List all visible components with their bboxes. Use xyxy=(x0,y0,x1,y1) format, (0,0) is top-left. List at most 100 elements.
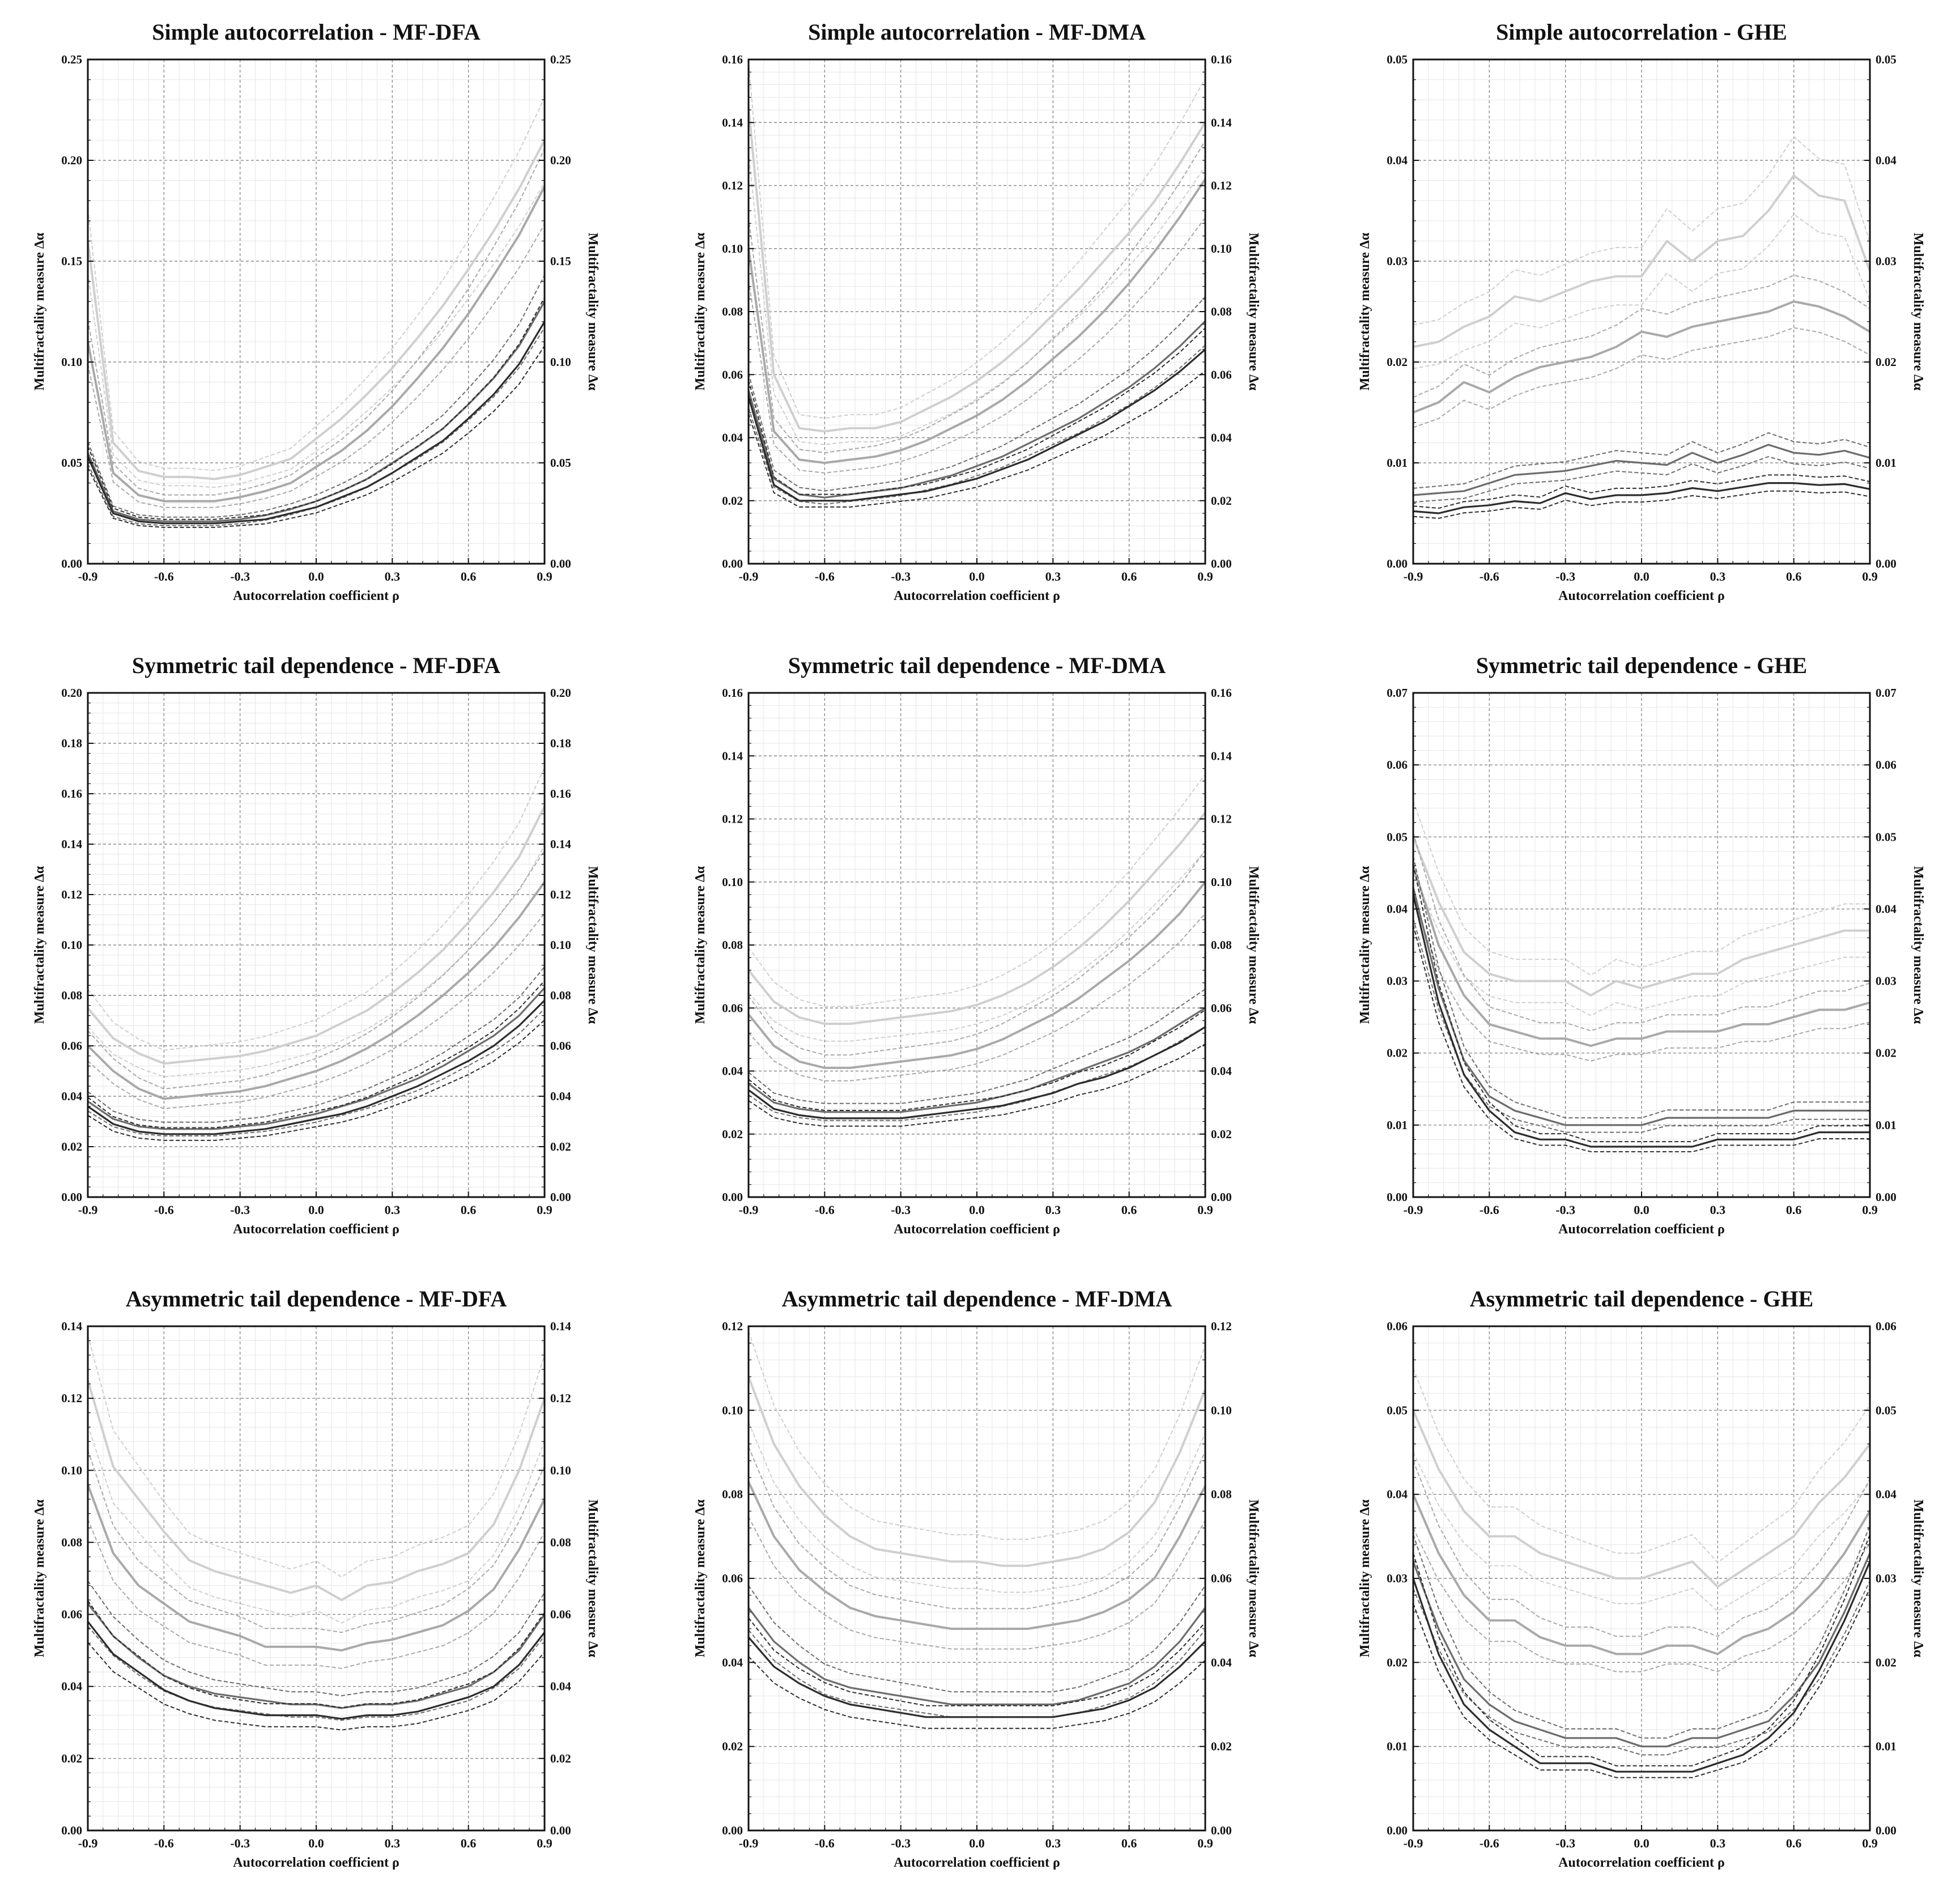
series-upper-band xyxy=(1413,432,1870,489)
y-tick-label-right: 0.04 xyxy=(550,1089,571,1103)
y-tick-label-left: 0.04 xyxy=(722,1655,743,1669)
x-tick-label: -0.6 xyxy=(1479,1836,1499,1850)
series-line-darkest xyxy=(748,1026,1206,1119)
x-tick-label: -0.9 xyxy=(1404,1203,1423,1217)
y-tick-label-left: 0.10 xyxy=(722,875,743,889)
series-lower-band xyxy=(1413,872,1870,1016)
y-tick-label-left: 0.06 xyxy=(61,1608,82,1621)
series-upper-band xyxy=(87,97,545,471)
y-tick-label-right: 0.16 xyxy=(550,787,571,801)
series-lower-band xyxy=(1413,213,1870,369)
series-line-dark xyxy=(747,320,1206,499)
y-tick-label-right: 0.00 xyxy=(1211,557,1232,571)
y-tick-label-left: 0.08 xyxy=(61,989,82,1002)
y-tick-label-left: 0.14 xyxy=(722,116,743,129)
series-line-dark xyxy=(1412,887,1870,1126)
x-tick-label: 0.6 xyxy=(461,1836,477,1850)
y-tick-label-left: 0.01 xyxy=(1387,456,1408,470)
y-tick-label-right: 0.05 xyxy=(550,456,571,470)
y-tick-label-left: 0.06 xyxy=(61,1039,82,1053)
y-tick-label-right: 0.06 xyxy=(1876,1319,1897,1333)
y-tick-label-left: 0.01 xyxy=(1387,1118,1408,1132)
x-tick-label: -0.3 xyxy=(891,1203,911,1217)
y-tick-label-right: 0.15 xyxy=(550,254,571,268)
chart-panel-1: 0.00 0.00 0.05 0.05 0.10 0.10 0.15 0.15 0.20 0.20… xyxy=(32,19,600,603)
x-tick-label: -0.9 xyxy=(739,1836,759,1850)
x-axis-label: Autocorrelation coefficient ρ xyxy=(894,1222,1060,1237)
x-tick-label: 0.6 xyxy=(1786,1203,1802,1217)
x-tick-label: 0.0 xyxy=(1634,1836,1649,1850)
y-tick-label-right: 0.04 xyxy=(1876,902,1897,916)
y-axis-label-right: Multifractality measure Δα xyxy=(1911,866,1925,1024)
series-upper-band xyxy=(1413,1534,1870,1766)
y-tick-label-left: 0.06 xyxy=(722,1001,743,1015)
y-tick-label-right: 0.03 xyxy=(1876,974,1897,988)
y-tick-label-left: 0.01 xyxy=(1387,1740,1408,1753)
x-tick-label: 0.9 xyxy=(537,1836,552,1850)
y-tick-label-right: 0.05 xyxy=(1876,53,1897,66)
series-lower-band xyxy=(1413,1452,1870,1612)
y-tick-label-left: 0.20 xyxy=(61,154,82,167)
series-line-dark xyxy=(87,987,546,1130)
y-tick-label-right: 0.04 xyxy=(1876,1488,1897,1501)
series-line-darkest xyxy=(87,999,546,1135)
series-lower-band xyxy=(87,1519,545,1669)
y-tick-label-left: 0.00 xyxy=(722,1824,743,1837)
y-tick-label-left: 0.06 xyxy=(1387,758,1408,772)
y-tick-label-left: 0.00 xyxy=(722,1190,743,1204)
series-upper-band xyxy=(748,140,1206,454)
y-tick-label-left: 0.10 xyxy=(61,938,82,952)
series-upper-band xyxy=(1413,1525,1870,1739)
y-tick-label-right: 0.12 xyxy=(1211,1319,1232,1333)
y-tick-label-right: 0.02 xyxy=(1211,494,1232,508)
series-line-lightest xyxy=(87,1380,546,1602)
y-tick-label-left: 0.00 xyxy=(61,1190,82,1204)
y-tick-label-left: 0.06 xyxy=(722,368,743,381)
y-tick-label-right: 0.02 xyxy=(1211,1127,1232,1141)
y-tick-label-left: 0.04 xyxy=(722,431,743,445)
y-tick-label-left: 0.12 xyxy=(722,1319,743,1333)
x-tick-label: 0.3 xyxy=(385,1836,401,1850)
series-line-dark xyxy=(1412,1552,1871,1748)
series-lower-band xyxy=(1413,1588,1870,1778)
x-axis-label: Autocorrelation coefficient ρ xyxy=(1558,1855,1725,1870)
y-axis-label-right: Multifractality measure Δα xyxy=(585,233,600,391)
x-tick-label: 0.0 xyxy=(308,1836,324,1850)
series-upper-band xyxy=(1413,856,1870,1119)
series-lower-band xyxy=(1413,918,1870,1133)
y-tick-label-right: 0.02 xyxy=(1876,355,1897,369)
x-tick-label: -0.6 xyxy=(1479,1203,1499,1217)
y-tick-label-right: 0.12 xyxy=(550,888,571,901)
y-tick-label-left: 0.18 xyxy=(61,736,82,750)
chart-panel-7: 0.00 0.00 0.02 0.02 0.04 0.04 0.06 0.06 0.08 0.08… xyxy=(32,1286,600,1870)
series-upper-band xyxy=(87,148,545,496)
y-axis-label-right: Multifractality measure Δα xyxy=(1246,233,1261,391)
y-tick-label-right: 0.01 xyxy=(1876,1118,1897,1132)
series-upper-band xyxy=(1413,801,1870,976)
y-tick-label-right: 0.08 xyxy=(1211,1488,1232,1501)
x-tick-label: 0.6 xyxy=(461,1203,477,1217)
x-tick-label: 0.0 xyxy=(308,569,324,584)
series-lower-band xyxy=(748,850,1206,1042)
y-tick-label-left: 0.07 xyxy=(1387,686,1408,700)
y-tick-label-right: 0.00 xyxy=(1876,1190,1897,1204)
x-tick-label: 0.0 xyxy=(1634,569,1649,584)
y-tick-label-right: 0.12 xyxy=(1211,179,1232,193)
chart-panel-9: 0.00 0.00 0.01 0.01 0.02 0.02 0.03 0.03 0.04 0.04… xyxy=(1358,1286,1925,1870)
series-line-dark xyxy=(747,1607,1206,1706)
x-tick-label: -0.3 xyxy=(230,569,250,584)
series-line-light xyxy=(87,1484,546,1652)
y-tick-label-right: 0.12 xyxy=(1211,812,1232,826)
series-upper-band xyxy=(748,327,1206,495)
series-lower-band xyxy=(87,1625,545,1721)
x-tick-label: 0.3 xyxy=(385,1203,401,1217)
y-tick-label-right: 0.00 xyxy=(1876,557,1897,571)
x-tick-label: 0.3 xyxy=(1710,569,1726,584)
series-lower-band xyxy=(87,1642,545,1731)
series-line-light xyxy=(87,881,546,1100)
x-tick-label: 0.3 xyxy=(1710,1203,1726,1217)
x-axis-label: Autocorrelation coefficient ρ xyxy=(233,1855,399,1870)
y-axis-label-left: Multifractality measure Δα xyxy=(693,232,708,390)
y-tick-label-left: 0.02 xyxy=(722,1740,743,1753)
series-line-lightest xyxy=(1413,174,1871,348)
